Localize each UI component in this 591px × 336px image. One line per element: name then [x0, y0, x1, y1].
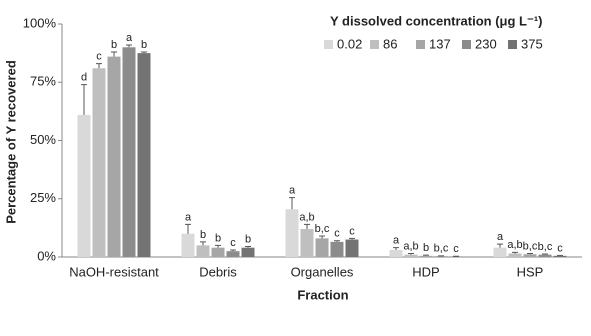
significance-letter: a [126, 32, 133, 44]
bar [285, 209, 299, 257]
significance-letter: b [215, 232, 221, 244]
bar [419, 255, 433, 257]
error-bar [304, 223, 310, 230]
error-bar [230, 249, 236, 252]
legend-label: 375 [521, 36, 543, 51]
y-tick-label: 25% [30, 190, 56, 205]
bar [538, 254, 552, 257]
error-bar [423, 254, 429, 256]
significance-letter: b,c [523, 240, 538, 252]
error-bar [319, 235, 325, 239]
significance-letter: b [245, 233, 251, 245]
bar [404, 254, 418, 257]
legend-swatch [462, 40, 471, 49]
legend-title: Y dissolved concentration (μg L⁻¹) [330, 13, 543, 28]
error-bar [141, 51, 147, 54]
error-bar [289, 197, 295, 210]
bar [434, 256, 448, 257]
significance-letter: c [230, 237, 236, 249]
bar [107, 56, 121, 258]
x-tick-label: Debris [199, 264, 237, 279]
legend-label: 230 [475, 36, 497, 51]
significance-letter: b [423, 242, 429, 254]
bar [226, 251, 240, 257]
significance-letter: b [141, 39, 147, 51]
significance-letter: a,b [507, 239, 522, 251]
bar [300, 229, 314, 257]
error-bar [408, 253, 414, 255]
bar [137, 53, 151, 257]
y-tick-label: 100% [23, 15, 57, 30]
bar [523, 254, 537, 257]
significance-letter: c [96, 51, 102, 63]
error-bar [111, 51, 117, 57]
bar [508, 253, 522, 257]
bar [389, 250, 403, 257]
x-tick-label: HSP [517, 264, 544, 279]
significance-letter: b,c [315, 223, 330, 235]
significance-letter: b,c [434, 243, 449, 255]
significance-letter: a [393, 235, 400, 247]
bar [315, 238, 329, 257]
bar [77, 114, 91, 258]
significance-letter: a,b [299, 211, 314, 223]
bar [493, 247, 507, 257]
significance-letter: c [453, 243, 459, 255]
x-axis-label: Fraction [297, 287, 348, 302]
error-bar [497, 243, 503, 248]
bar [122, 47, 136, 257]
error-bar [245, 246, 251, 248]
y-axis-label: Percentage of Y recovered [3, 60, 18, 224]
bar [241, 247, 255, 257]
legend-swatch [416, 40, 425, 49]
significance-letter: a [289, 184, 296, 196]
bar [92, 68, 106, 258]
x-tick-label: NaOH-resistant [69, 264, 159, 279]
significance-letter: a,b [403, 240, 418, 252]
error-bar [542, 253, 548, 255]
significance-letter: b [200, 229, 206, 241]
significance-letter: c [557, 242, 563, 254]
error-bar [334, 240, 340, 242]
error-bar [200, 241, 206, 246]
significance-letter: a [497, 231, 504, 243]
bar [330, 241, 344, 257]
significance-letter: c [334, 228, 340, 240]
legend-swatch [324, 40, 333, 49]
significance-letter: b,c [538, 241, 553, 253]
significance-letter: c [349, 225, 355, 237]
legend-label: 86 [383, 36, 397, 51]
bar [553, 255, 567, 257]
bar [181, 233, 195, 257]
bar [345, 239, 359, 257]
x-tick-label: Organelles [291, 264, 354, 279]
x-tick-label: HDP [412, 264, 439, 279]
y-tick-label: 50% [30, 132, 56, 147]
bar [196, 245, 210, 257]
error-bar [349, 237, 355, 240]
error-bar [185, 223, 191, 234]
error-bar [96, 63, 102, 69]
legend-label: 0.02 [337, 36, 362, 51]
error-bar [527, 253, 533, 255]
legend-swatch [508, 40, 517, 49]
significance-letter: a [185, 211, 192, 223]
error-bar [215, 244, 221, 248]
legend-label: 137 [429, 36, 451, 51]
y-tick-label: 0% [37, 248, 56, 263]
error-bar [81, 84, 87, 115]
significance-letter: d [81, 71, 87, 83]
bar [211, 247, 225, 257]
significance-letter: b [111, 39, 117, 51]
error-bar [393, 247, 399, 251]
legend-swatch [370, 40, 379, 49]
error-bar [126, 44, 132, 48]
y-tick-label: 75% [30, 74, 56, 89]
error-bar [512, 251, 518, 254]
